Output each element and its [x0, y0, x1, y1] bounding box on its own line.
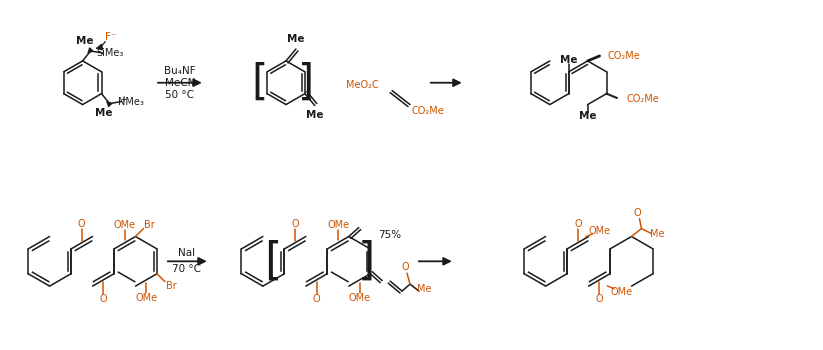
Text: Me: Me: [95, 108, 112, 119]
Text: [: [: [251, 62, 267, 104]
Text: CO₂Me: CO₂Me: [412, 105, 444, 116]
Text: MeO₂C: MeO₂C: [346, 80, 379, 90]
Text: 50 °C: 50 °C: [165, 90, 194, 100]
Text: Me: Me: [306, 111, 323, 120]
Text: O: O: [291, 219, 299, 229]
Text: CO₂Me: CO₂Me: [626, 93, 659, 104]
Text: Bu₄NF: Bu₄NF: [164, 66, 196, 76]
Text: Me: Me: [579, 111, 597, 121]
Text: OMe: OMe: [114, 220, 136, 230]
Text: O: O: [402, 262, 409, 272]
Text: OMe: OMe: [348, 293, 370, 303]
Text: +: +: [120, 95, 127, 104]
Text: O: O: [596, 294, 603, 304]
Text: ]: ]: [298, 62, 314, 104]
Text: SiMe₃: SiMe₃: [97, 48, 124, 58]
Text: Br: Br: [144, 219, 155, 230]
Text: NaI: NaI: [179, 248, 195, 258]
Text: O: O: [78, 219, 86, 229]
Text: Me: Me: [416, 284, 431, 294]
Text: MeCN: MeCN: [165, 78, 195, 88]
Text: O: O: [100, 294, 107, 304]
Text: [: [: [264, 240, 281, 283]
Text: F⁻: F⁻: [105, 32, 116, 42]
Text: OMe: OMe: [588, 226, 611, 236]
Text: OMe: OMe: [135, 293, 157, 303]
Text: Me: Me: [560, 55, 578, 65]
Text: 70 °C: 70 °C: [172, 264, 202, 274]
Text: O: O: [574, 219, 582, 229]
Text: OMe: OMe: [610, 287, 632, 297]
Text: Me: Me: [650, 229, 665, 239]
Text: Me: Me: [287, 34, 305, 44]
Text: 75%: 75%: [379, 230, 402, 239]
Text: O: O: [313, 294, 320, 304]
Text: CO₂Me: CO₂Me: [607, 51, 640, 61]
Text: Br: Br: [165, 281, 176, 290]
Text: Me: Me: [76, 36, 93, 46]
Text: O: O: [634, 208, 641, 218]
Text: NMe₃: NMe₃: [119, 97, 144, 107]
Text: OMe: OMe: [327, 220, 349, 230]
Text: ]: ]: [358, 240, 375, 283]
